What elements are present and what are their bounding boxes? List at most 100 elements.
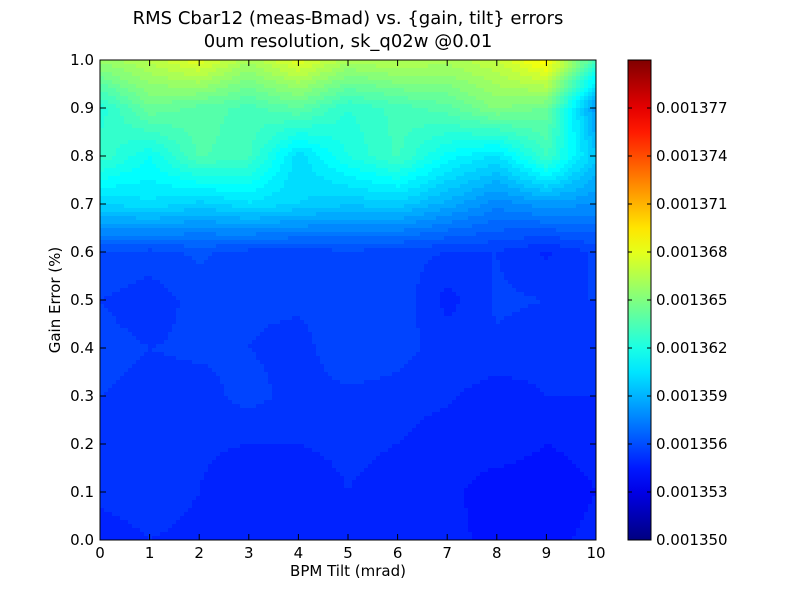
contour-cell	[400, 104, 405, 109]
contour-cell	[220, 148, 225, 153]
contour-cell	[272, 172, 277, 177]
contour-cell	[368, 204, 373, 209]
contour-cell	[188, 188, 193, 193]
contour-cell	[404, 116, 409, 121]
contour-cell	[204, 212, 209, 217]
contour-cell	[108, 100, 113, 105]
contour-cell	[468, 104, 473, 109]
contour-cell	[456, 92, 461, 97]
contour-cell	[200, 152, 205, 157]
contour-cell	[100, 100, 105, 105]
contour-cell	[248, 104, 253, 109]
contour-cell	[268, 92, 273, 97]
contour-cell	[556, 148, 561, 153]
contour-cell	[412, 108, 417, 113]
contour-cell	[512, 72, 517, 77]
contour-cell	[348, 172, 353, 177]
contour-cell	[284, 128, 289, 133]
contour-cell	[572, 80, 577, 85]
contour-cell	[276, 212, 281, 217]
contour-cell	[292, 164, 297, 169]
contour-cell	[492, 100, 497, 105]
contour-cell	[284, 156, 289, 161]
contour-cell	[420, 124, 425, 129]
contour-cell	[132, 160, 137, 165]
contour-cell	[480, 208, 485, 213]
contour-cell	[388, 176, 393, 181]
contour-cell	[452, 168, 457, 173]
contour-cell	[320, 200, 325, 205]
contour-cell	[484, 116, 489, 121]
contour-cell	[172, 84, 177, 89]
contour-cell	[240, 124, 245, 129]
contour-cell	[532, 140, 537, 145]
contour-cell	[376, 148, 381, 153]
contour-cell	[116, 188, 121, 193]
contour-cell	[116, 76, 121, 81]
contour-cell	[100, 112, 105, 117]
contour-cell	[208, 84, 213, 89]
contour-cell	[320, 116, 325, 121]
contour-cell	[172, 180, 177, 185]
contour-cell	[268, 108, 273, 113]
contour-cell	[212, 64, 217, 69]
contour-cell	[332, 112, 337, 117]
contour-cell	[156, 216, 161, 221]
contour-cell	[400, 100, 405, 105]
contour-cell	[480, 168, 485, 173]
contour-cell	[580, 64, 585, 69]
contour-cell	[140, 132, 145, 137]
contour-cell	[488, 180, 493, 185]
contour-cell	[288, 120, 293, 125]
contour-cell	[532, 76, 537, 81]
contour-cell	[452, 204, 457, 209]
contour-cell	[100, 116, 105, 121]
contour-cell	[420, 212, 425, 217]
contour-cell	[440, 204, 445, 209]
contour-cell	[100, 128, 105, 133]
contour-cell	[348, 100, 353, 105]
contour-cell	[476, 184, 481, 189]
contour-cell	[372, 204, 377, 209]
contour-cell	[356, 116, 361, 121]
contour-cell	[120, 108, 125, 113]
contour-cell	[400, 124, 405, 129]
contour-cell	[280, 168, 285, 173]
contour-cell	[152, 196, 157, 201]
contour-cell	[216, 200, 221, 205]
contour-cell	[576, 180, 581, 185]
contour-cell	[404, 92, 409, 97]
contour-cell	[124, 124, 129, 129]
contour-cell	[216, 92, 221, 97]
contour-cell	[528, 176, 533, 181]
contour-cell	[552, 216, 557, 221]
contour-cell	[336, 124, 341, 129]
contour-cell	[320, 132, 325, 137]
contour-cell	[476, 152, 481, 157]
contour-cell	[368, 164, 373, 169]
contour-cell	[404, 88, 409, 93]
contour-cell	[332, 208, 337, 213]
contour-cell	[528, 208, 533, 213]
contour-cell	[336, 160, 341, 165]
contour-cell	[108, 80, 113, 85]
contour-cell	[304, 176, 309, 181]
contour-cell	[516, 144, 521, 149]
contour-cell	[584, 180, 589, 185]
contour-cell	[260, 180, 265, 185]
contour-cell	[564, 60, 569, 65]
contour-cell	[564, 96, 569, 101]
contour-cell	[580, 96, 585, 101]
contour-cell	[440, 160, 445, 165]
contour-cell	[320, 136, 325, 141]
contour-cell	[136, 120, 141, 125]
contour-cell	[248, 188, 253, 193]
contour-cell	[256, 204, 261, 209]
contour-cell	[328, 176, 333, 181]
contour-cell	[568, 92, 573, 97]
contour-cell	[544, 156, 549, 161]
contour-cell	[128, 172, 133, 177]
contour-cell	[144, 140, 149, 145]
contour-cell	[228, 112, 233, 117]
contour-cell	[124, 92, 129, 97]
